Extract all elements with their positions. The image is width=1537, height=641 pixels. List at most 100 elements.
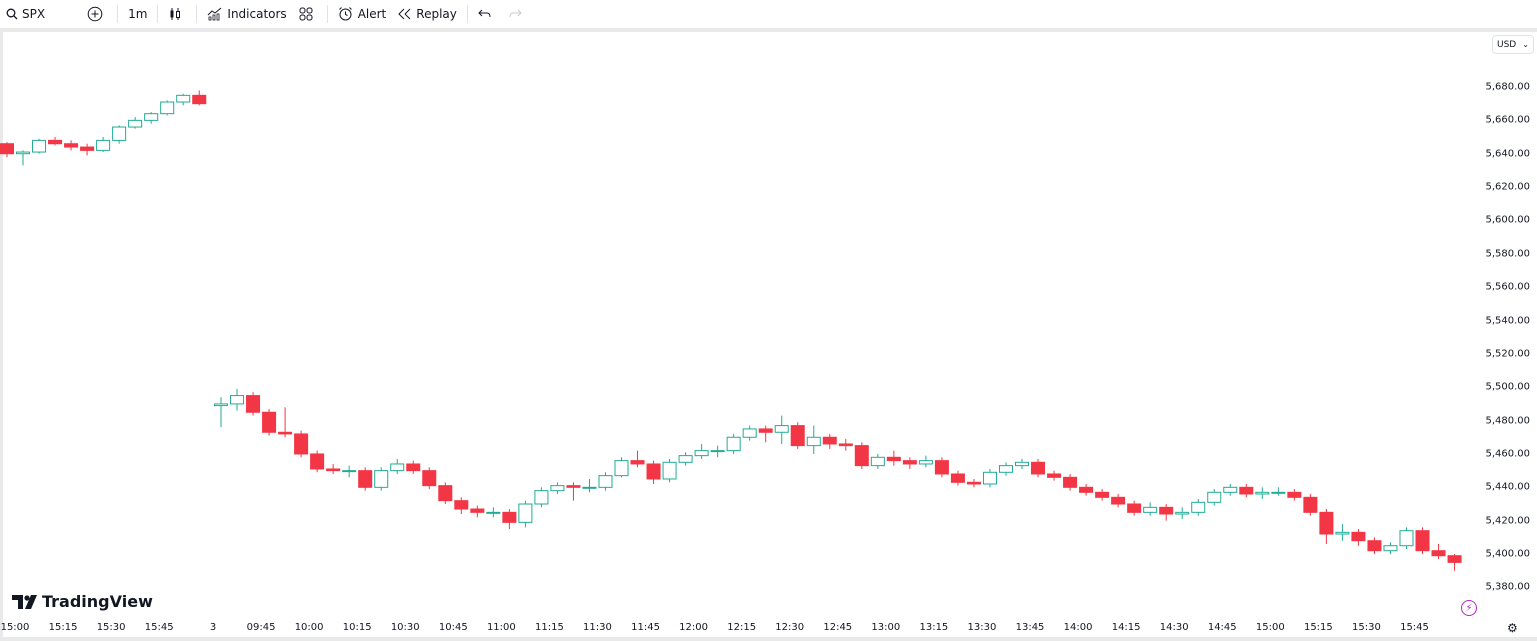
candle-body (902, 460, 917, 465)
price-tick-label: 5,580.00 (1485, 248, 1530, 260)
candle-body (502, 511, 517, 523)
replay-button[interactable]: Replay (392, 0, 463, 28)
candle-body (822, 436, 837, 445)
candle-body (422, 470, 437, 487)
candle-body (774, 425, 789, 433)
candle-body (1015, 461, 1030, 467)
candle-body (192, 94, 207, 105)
candle-body (144, 113, 159, 121)
candle (358, 467, 373, 491)
candles-icon (168, 7, 182, 21)
candle (1383, 542, 1398, 555)
time-tick-label: 14:15 (1111, 622, 1141, 633)
candle-body (678, 455, 693, 463)
price-tick-label: 5,620.00 (1485, 181, 1530, 193)
candle-body (1447, 555, 1462, 563)
compare-symbol-button[interactable] (81, 0, 113, 28)
candle (550, 482, 565, 494)
candle (64, 140, 79, 151)
candle (934, 457, 949, 478)
candle-body (1319, 511, 1334, 535)
tradingview-logo-icon (12, 594, 37, 609)
candle-body (1095, 491, 1110, 498)
candle-body (486, 511, 501, 514)
time-tick-label: 15:45 (144, 622, 174, 633)
candle (1207, 488, 1222, 506)
price-tick-label: 5,420.00 (1485, 515, 1530, 527)
price-tick-label: 5,600.00 (1485, 214, 1530, 226)
candle (886, 450, 901, 466)
candle (214, 397, 229, 428)
redo-button[interactable] (502, 0, 532, 28)
top-toolbar: SPX 1m Indicators Alert Replay (0, 0, 1537, 28)
candle (950, 470, 965, 486)
divider (117, 5, 119, 23)
time-tick-label: 12:45 (823, 622, 853, 633)
candle (1255, 487, 1270, 499)
chart-type-button[interactable] (162, 0, 192, 28)
divider (196, 5, 198, 23)
candle-body (694, 450, 709, 457)
time-tick-label: 10:30 (390, 622, 420, 633)
indicators-button[interactable]: Indicators (201, 0, 292, 28)
symbol-search-button[interactable]: SPX (0, 0, 81, 28)
candle (1159, 504, 1174, 521)
candle-body (1239, 486, 1254, 495)
candle (1271, 487, 1286, 496)
divider (326, 5, 328, 23)
candle (1111, 493, 1126, 508)
candle (1239, 483, 1254, 498)
time-tick-label: 13:45 (1015, 622, 1045, 633)
candle-body (406, 463, 421, 472)
candle (694, 443, 709, 459)
time-tick-label: 10:15 (342, 622, 372, 633)
time-tick-label: 3 (209, 622, 217, 633)
price-tick-label: 5,540.00 (1485, 315, 1530, 327)
candle (192, 90, 207, 106)
price-tick-label: 5,520.00 (1485, 348, 1530, 360)
candle (230, 388, 245, 411)
candle-body (214, 403, 229, 407)
layouts-button[interactable] (293, 0, 323, 28)
candle (1223, 483, 1238, 496)
undo-icon (478, 8, 492, 20)
candle-body (790, 425, 805, 447)
candle (710, 445, 725, 458)
candle-body (374, 470, 389, 488)
price-tick-label: 5,460.00 (1485, 448, 1530, 460)
candle (1063, 473, 1078, 491)
candle-body (0, 143, 15, 155)
indicators-icon (207, 7, 223, 21)
alarm-clock-icon (338, 6, 354, 22)
candle (310, 450, 325, 473)
lightning-icon[interactable]: ⚡︎ (1461, 600, 1477, 616)
interval-button[interactable]: 1m (122, 0, 153, 28)
candle-body (310, 453, 325, 470)
candle-body (342, 470, 357, 473)
price-tick-label: 5,560.00 (1485, 281, 1530, 293)
candle-body (998, 465, 1013, 473)
candle (1367, 537, 1382, 555)
time-tick-label: 12:30 (775, 622, 805, 633)
settings-icon[interactable]: ⚙ (1507, 621, 1518, 635)
price-tick-label: 5,640.00 (1485, 148, 1530, 160)
time-tick-label: 10:00 (294, 622, 324, 633)
candle (128, 117, 143, 129)
candle (0, 142, 15, 158)
candle (80, 143, 95, 156)
candle-body (710, 450, 725, 453)
alert-button[interactable]: Alert (332, 0, 393, 28)
candle-body (1431, 550, 1446, 557)
candle-body (1111, 496, 1126, 505)
candle-body (16, 151, 31, 155)
candle (1431, 544, 1446, 560)
tradingview-logo[interactable]: TradingView (12, 592, 153, 611)
candle (566, 482, 581, 501)
candle-body (966, 481, 981, 485)
candle (502, 509, 517, 530)
undo-button[interactable] (472, 0, 502, 28)
candle (1415, 527, 1430, 555)
candle (176, 93, 191, 106)
currency-select[interactable]: USD ⌄ (1492, 35, 1534, 54)
